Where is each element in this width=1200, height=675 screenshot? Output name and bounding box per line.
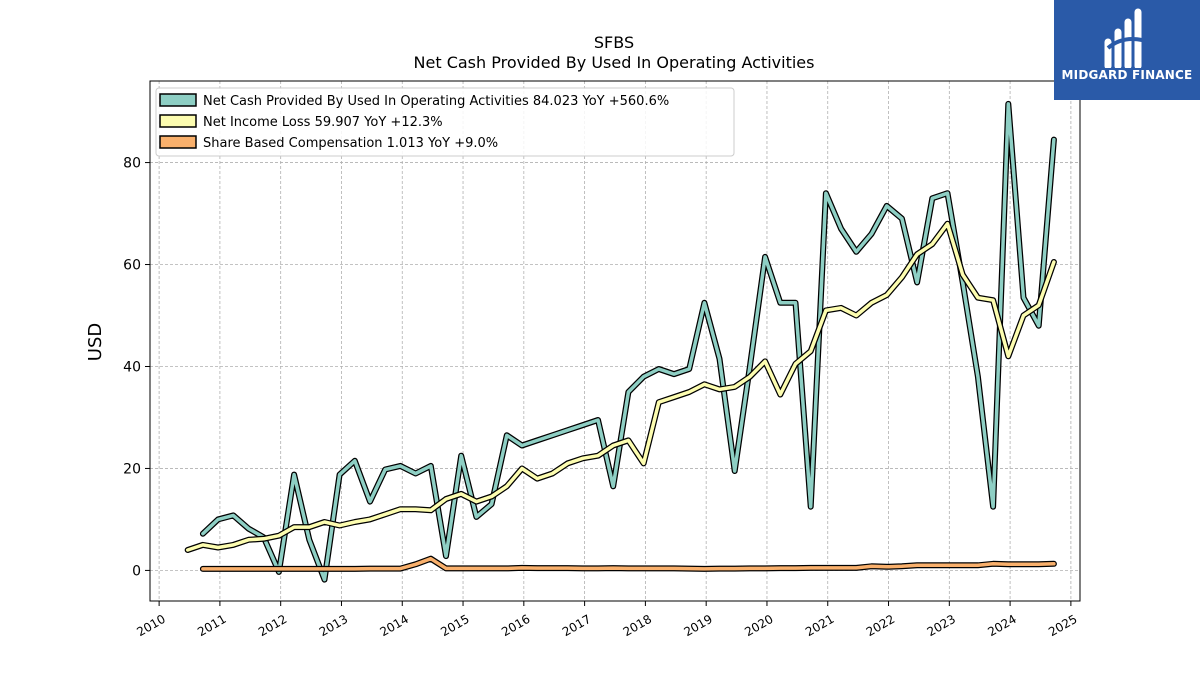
brand-logo: MIDGARD FINANCE (1054, 0, 1200, 100)
x-tick-label: 2010 (134, 612, 167, 639)
x-tick-label: 2023 (925, 612, 958, 639)
x-tick-label: 2014 (378, 612, 411, 639)
legend-swatch (159, 114, 197, 128)
x-tick-label: 2022 (864, 612, 897, 639)
y-tick-label: 40 (123, 359, 141, 375)
x-tick-label: 2013 (317, 612, 350, 639)
legend-swatch (159, 135, 197, 149)
x-tick-label: 2019 (681, 612, 714, 639)
legend-label: Net Cash Provided By Used In Operating A… (203, 94, 669, 109)
y-tick-label: 0 (132, 563, 141, 579)
legend-label: Net Income Loss 59.907 YoY +12.3% (203, 115, 443, 130)
series-line (201, 102, 1056, 582)
legend-label: Share Based Compensation 1.013 YoY +9.0% (203, 136, 498, 151)
x-tick-label: 2016 (499, 612, 532, 639)
x-axis: 2010 2011 2012 2013 2014 2015 2016 2017 2018 2019… (134, 601, 1080, 639)
series-line (185, 221, 1056, 552)
grid (150, 81, 1080, 601)
x-tick-label: 2012 (256, 612, 289, 639)
legend-swatch (159, 93, 197, 107)
x-tick-label: 2020 (742, 612, 775, 639)
x-tick-label: 2015 (438, 612, 471, 639)
series-line-outline (184, 220, 1057, 553)
series-line-outline (199, 100, 1057, 583)
y-tick-label: 80 (123, 156, 141, 172)
x-tick-label: 2017 (560, 612, 593, 639)
y-tick-label: 60 (123, 258, 141, 274)
y-axis-label: USD (85, 323, 106, 361)
y-axis: 0 20 40 60 80 (123, 156, 150, 579)
plot-frame (149, 80, 1081, 602)
x-tick-label: 2025 (1046, 612, 1079, 639)
legend-box (155, 87, 735, 157)
series-layer (184, 100, 1057, 583)
midgard-logo-icon (1104, 8, 1143, 68)
chart-subtitle: Net Cash Provided By Used In Operating A… (414, 53, 815, 72)
legend: Net Cash Provided By Used In Operating A… (155, 87, 735, 157)
x-tick-label: 2024 (985, 612, 1018, 639)
y-tick-label: 20 (123, 461, 141, 477)
logo-text: MIDGARD FINANCE (1061, 68, 1193, 82)
series-line (201, 556, 1056, 571)
x-tick-label: 2011 (195, 612, 228, 639)
x-tick-label: 2021 (803, 612, 836, 639)
x-tick-label: 2018 (621, 612, 654, 639)
chart-title: SFBS (594, 33, 634, 52)
